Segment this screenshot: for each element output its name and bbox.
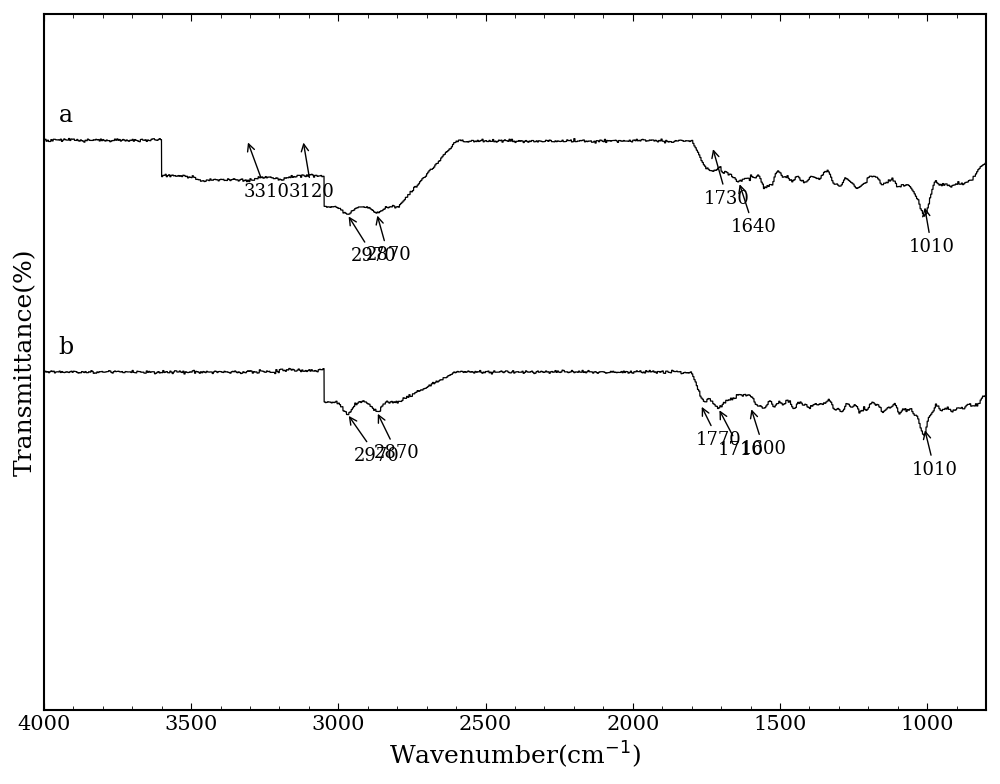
Text: b: b (59, 336, 74, 358)
Text: 2970: 2970 (349, 218, 397, 265)
Text: 1010: 1010 (912, 432, 958, 479)
Text: 1640: 1640 (731, 186, 776, 236)
Text: 3310: 3310 (243, 144, 289, 201)
Y-axis label: Transmittance(%): Transmittance(%) (14, 249, 37, 476)
Text: 1710: 1710 (717, 412, 763, 459)
X-axis label: Wavenumber(cm$^{-1}$): Wavenumber(cm$^{-1}$) (389, 739, 641, 770)
Text: 1730: 1730 (704, 151, 750, 208)
Text: 2870: 2870 (365, 217, 411, 264)
Text: 2970: 2970 (350, 417, 399, 465)
Text: 1010: 1010 (909, 209, 955, 256)
Text: a: a (59, 103, 73, 126)
Text: 3120: 3120 (289, 144, 335, 201)
Text: 2870: 2870 (374, 416, 420, 463)
Text: 1600: 1600 (741, 411, 787, 458)
Text: 1770: 1770 (695, 408, 741, 448)
